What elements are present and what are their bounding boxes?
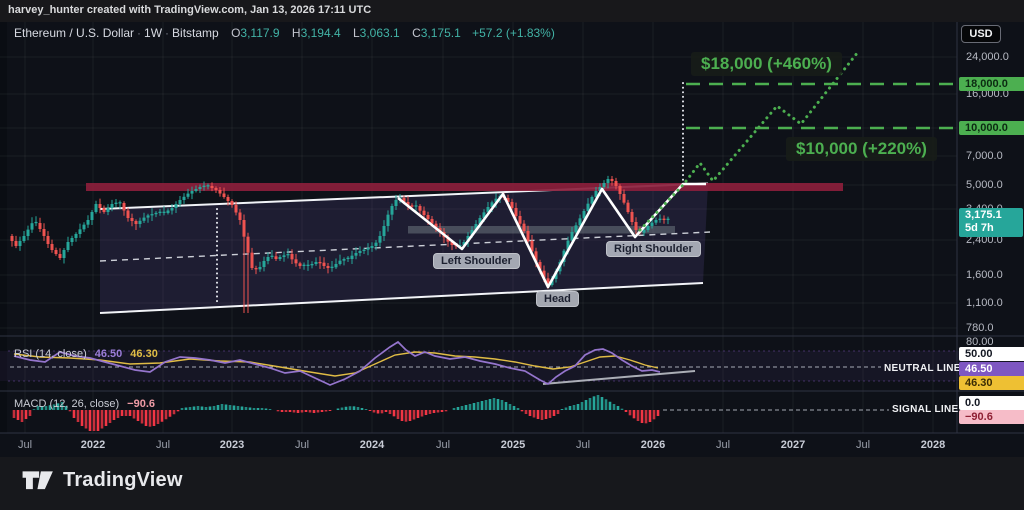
- symbol-info-row[interactable]: Ethereum / U.S. Dollar · 1W · Bitstamp O3,11…: [14, 26, 555, 40]
- tradingview-logo-text: TradingView: [63, 468, 183, 491]
- bar-countdown: 5d 7h: [965, 222, 994, 234]
- close-value: 3,175.1: [420, 26, 461, 40]
- macd-title: MACD (12, 26, close): [14, 398, 120, 410]
- tradingview-logo[interactable]: TradingView: [22, 467, 183, 493]
- signal-line-tag: SIGNAL LINE: [892, 404, 959, 415]
- last-price-label: 3,175.1 5d 7h: [959, 208, 1023, 237]
- price-scale-label: 1,600.0: [966, 269, 1003, 281]
- price-scale-label: 2,400.0: [966, 234, 1003, 246]
- candles: [10, 175, 670, 313]
- rsi-line: [13, 340, 661, 386]
- target-price-scale-label[interactable]: 18,000.0: [959, 77, 1024, 91]
- indicator-scale-label: 46.50: [959, 362, 1024, 376]
- close-label: C: [412, 26, 421, 40]
- time-axis-label: 2023: [219, 439, 245, 451]
- neutral-line-tag: NEUTRAL LINE: [884, 363, 961, 374]
- high-label: H: [291, 26, 301, 40]
- left-shoulder-label[interactable]: Left Shoulder: [433, 253, 520, 269]
- rsi-pane-title[interactable]: RSI (14, close) 46.50 46.30: [14, 348, 158, 360]
- price-target-high-label[interactable]: $18,000 (+460%): [691, 52, 842, 76]
- time-axis-label: 2025: [500, 439, 526, 451]
- tradingview-logo-icon: [22, 471, 53, 490]
- right-shoulder-label[interactable]: Right Shoulder: [606, 241, 701, 257]
- time-axis-label: 2022: [80, 439, 106, 451]
- time-axis-label: Jul: [855, 439, 871, 451]
- rsi-value: 46.50: [94, 348, 123, 360]
- separator-dot: ·: [165, 26, 170, 40]
- price-scale-label: 24,000.0: [966, 51, 1009, 63]
- time-axis-label: 2027: [780, 439, 806, 451]
- rsi-trendline: [542, 370, 696, 385]
- indicator-scale-label: 0.0: [959, 396, 1024, 410]
- indicator-scale-label: 46.30: [959, 376, 1024, 390]
- price-target-low-label[interactable]: $10,000 (+220%): [786, 137, 937, 161]
- channel-bottom-line: [99, 282, 704, 314]
- support-zone: [408, 226, 675, 234]
- attribution-text: harvey_hunter created with TradingView.c…: [8, 4, 372, 16]
- resistance-band: [86, 183, 843, 191]
- price-scale-label: 5,000.0: [966, 179, 1003, 191]
- time-axis-label: 2028: [920, 439, 946, 451]
- low-value: 3,063.1: [359, 26, 400, 40]
- rsi-ma-value: 46.30: [130, 348, 158, 360]
- price-scale-label: 80.00: [966, 336, 994, 348]
- price-scale-label: 780.0: [966, 322, 994, 334]
- time-axis-label: Jul: [155, 439, 171, 451]
- macd-histogram: [12, 395, 660, 431]
- price-scale-label: 16,000.0: [966, 88, 1009, 100]
- head-and-shoulders-pattern: [397, 182, 706, 289]
- time-axis-label: Jul: [435, 439, 451, 451]
- open-label: O: [231, 26, 241, 40]
- time-axis-label: Jul: [575, 439, 591, 451]
- exchange-label: Bitstamp: [172, 26, 219, 40]
- neckline: [99, 231, 711, 262]
- last-price-value: 3,175.1: [965, 209, 1002, 221]
- bottom-bar: [0, 457, 1024, 510]
- high-value: 3,194.4: [300, 26, 341, 40]
- separator-dot: ·: [137, 26, 142, 40]
- interval-label[interactable]: 1W: [144, 26, 163, 40]
- open-value: 3,117.9: [240, 26, 280, 40]
- macd-value: −90.6: [127, 398, 155, 410]
- rsi-title: RSI (14, close): [14, 348, 87, 360]
- price-scale-label: 7,000.0: [966, 150, 1003, 162]
- rsi-ma-line: [13, 351, 659, 377]
- time-axis-label: Jul: [715, 439, 731, 451]
- symbol-title[interactable]: Ethereum / U.S. Dollar: [14, 26, 135, 40]
- currency-toggle-button[interactable]: USD: [961, 25, 1001, 43]
- change-value: +57.2 (+1.83%): [472, 26, 555, 40]
- head-label[interactable]: Head: [536, 291, 579, 307]
- indicator-scale-label: 50.00: [959, 347, 1024, 361]
- time-axis-label: Jul: [17, 439, 33, 451]
- low-label: L: [352, 26, 360, 40]
- target-price-scale-label[interactable]: 10,000.0: [959, 121, 1024, 135]
- indicator-scale-label: −90.6: [959, 410, 1024, 424]
- projected-path: [638, 50, 860, 232]
- macd-pane-title[interactable]: MACD (12, 26, close) −90.6: [14, 398, 155, 410]
- time-axis-label: 2024: [359, 439, 385, 451]
- price-scale-label: 1,100.0: [966, 297, 1003, 309]
- time-axis-label: Jul: [294, 439, 310, 451]
- time-axis-label: 2026: [640, 439, 666, 451]
